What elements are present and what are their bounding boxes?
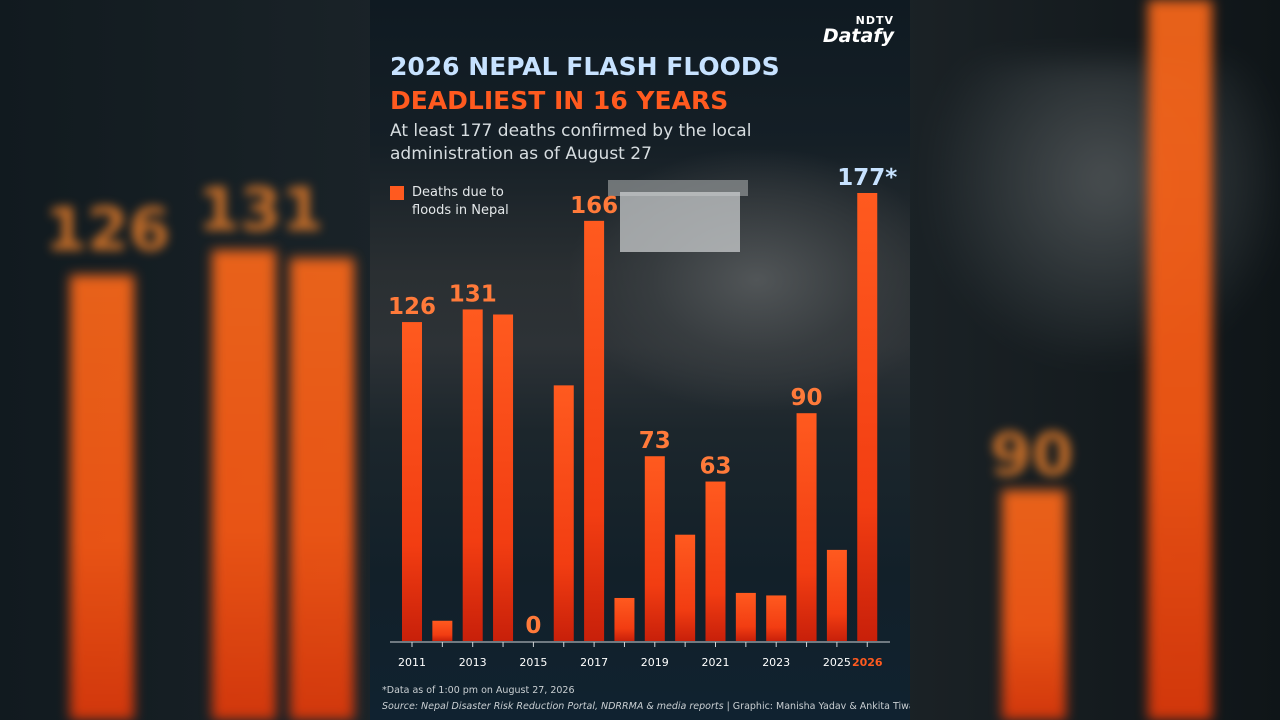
bar-2023 [766, 595, 787, 641]
x-tick-label: 2026 [852, 656, 883, 669]
x-tick-label: 2025 [823, 656, 851, 669]
bar-2017 [584, 220, 605, 642]
chart-subtitle: At least 177 deaths confirmed by the loc… [390, 121, 752, 164]
data-label-2026: 177* [837, 165, 897, 191]
infographic-poster: NDTV Datafy 2026 NEPAL FLASH FLOODS DEAD… [370, 0, 910, 720]
bar-2016 [553, 385, 574, 641]
blurred-backdrop-bar [1148, 0, 1212, 720]
blurred-backdrop-bar [290, 258, 354, 720]
footnote: *Data as of 1:00 pm on August 27, 2026 [382, 685, 575, 696]
bar-2012 [432, 620, 453, 641]
bar-2022 [735, 592, 756, 641]
graphic-credit-text: | Graphic: Manisha Yadav & Ankita Tiwari [723, 701, 910, 712]
x-tick-label: 2021 [702, 656, 730, 669]
bar-2014 [493, 314, 514, 641]
data-label-2015: 0 [525, 613, 541, 639]
ndtv-datafy-logo: NDTV Datafy [823, 14, 894, 47]
logo-main-text: Datafy [822, 25, 894, 47]
bar-2024 [796, 413, 817, 641]
x-tick-label: 2017 [580, 656, 608, 669]
bar-chart: 2011 2013 2015 2017 2019 2021 2023 2025 2026 126… [388, 165, 897, 669]
blurred-backdrop-label: 90 [990, 420, 1074, 490]
blurred-backdrop-label: 126 [45, 195, 171, 265]
data-label-2021: 63 [699, 454, 731, 480]
bar-2011 [402, 322, 422, 641]
blurred-backdrop-bar [1002, 490, 1066, 720]
blurred-backdrop-photo [930, 60, 1280, 360]
logo-top-text: NDTV [855, 14, 894, 27]
blurred-backdrop-label: 131 [198, 175, 324, 245]
source-text: Source: Nepal Disaster Risk Reduction Po… [382, 701, 724, 712]
bar-2025 [826, 549, 847, 641]
chart-legend: Deaths due to floods in Nepal [390, 184, 532, 220]
source-credit: Source: Nepal Disaster Risk Reduction Po… [382, 701, 910, 712]
bar-2026 [857, 193, 878, 641]
bar-2013 [462, 309, 483, 641]
bar-2019 [644, 456, 665, 641]
chart-title-line1: 2026 NEPAL FLASH FLOODS [390, 52, 780, 81]
data-label-2017: 166 [570, 193, 618, 219]
x-tick-label: 2013 [459, 656, 487, 669]
data-label-2011: 126 [388, 294, 436, 320]
blurred-backdrop-bar [212, 250, 276, 720]
data-label-2019: 73 [639, 428, 671, 454]
data-label-2013: 131 [449, 281, 497, 307]
blurred-backdrop-bar [70, 275, 134, 720]
bar-2021 [705, 481, 726, 641]
x-tick-label: 2019 [641, 656, 669, 669]
data-label-2024: 90 [791, 385, 823, 411]
bar-2018 [614, 597, 635, 641]
chart-title-line2: DEADLIEST IN 16 YEARS [390, 86, 729, 115]
x-tick-label: 2015 [519, 656, 547, 669]
x-tick-label: 2023 [762, 656, 790, 669]
legend-label: Deaths due to floods in Nepal [412, 185, 509, 218]
legend-swatch [390, 186, 404, 200]
x-tick-label: 2011 [398, 656, 426, 669]
house-shape [620, 192, 740, 252]
bar-2020 [675, 534, 696, 641]
